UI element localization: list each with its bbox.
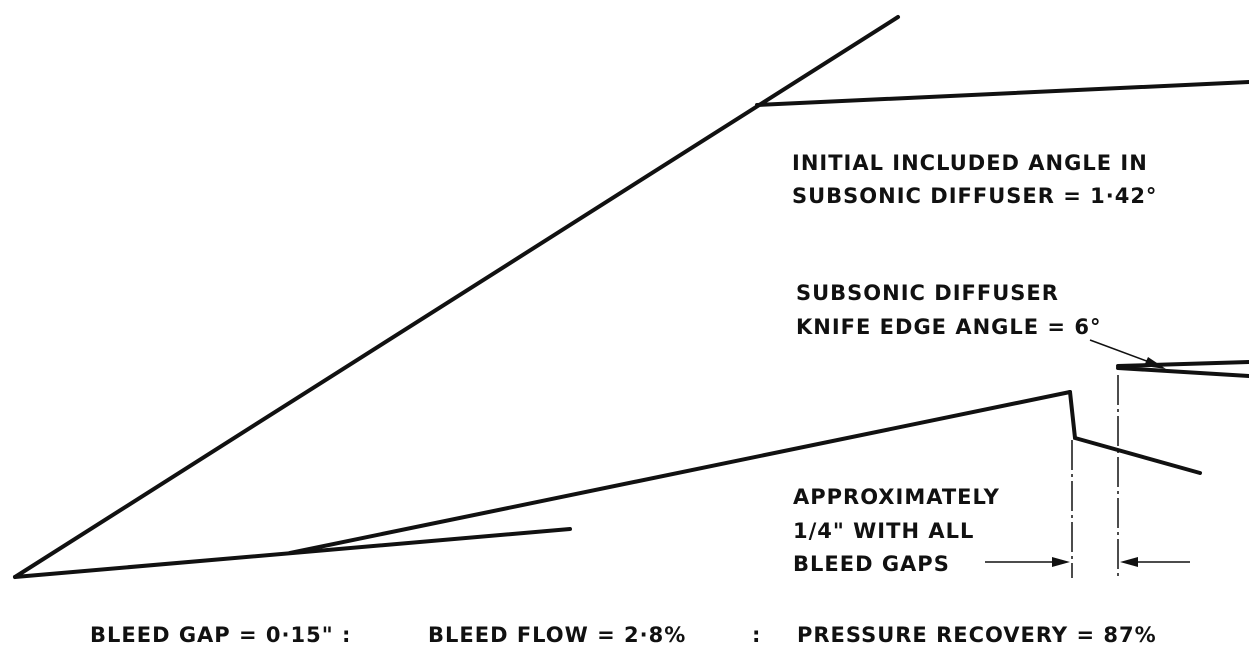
arrow-head xyxy=(1120,557,1138,567)
cowl-line xyxy=(13,15,900,579)
annotation-line: APPROXIMATELY xyxy=(793,485,1000,509)
knife-edge-top xyxy=(1116,360,1249,368)
annotation-line: 1/4" WITH ALL xyxy=(793,519,974,543)
diffuser-wall xyxy=(755,80,1249,107)
arrow-head xyxy=(1144,357,1166,369)
knife-edge-bottom xyxy=(1116,366,1249,378)
caption-part: BLEED GAP = 0·15" : xyxy=(90,623,351,647)
annotation-line: INITIAL INCLUDED ANGLE IN xyxy=(792,151,1148,175)
arrow-head xyxy=(1052,557,1070,567)
annotation-line: KNIFE EDGE ANGLE = 6° xyxy=(796,315,1101,339)
annotation-line: SUBSONIC DIFFUSER = 1·42° xyxy=(792,184,1157,208)
caption-part: BLEED FLOW = 2·8% xyxy=(428,623,686,647)
annotation-line: BLEED GAPS xyxy=(793,552,950,576)
ramp-step xyxy=(1068,390,1202,475)
annotation-line: SUBSONIC DIFFUSER xyxy=(796,281,1059,305)
caption-part: : xyxy=(752,623,761,647)
ramp-second xyxy=(288,390,1072,555)
caption-part: PRESSURE RECOVERY = 87% xyxy=(797,623,1157,647)
intake-geometry xyxy=(13,15,1249,579)
